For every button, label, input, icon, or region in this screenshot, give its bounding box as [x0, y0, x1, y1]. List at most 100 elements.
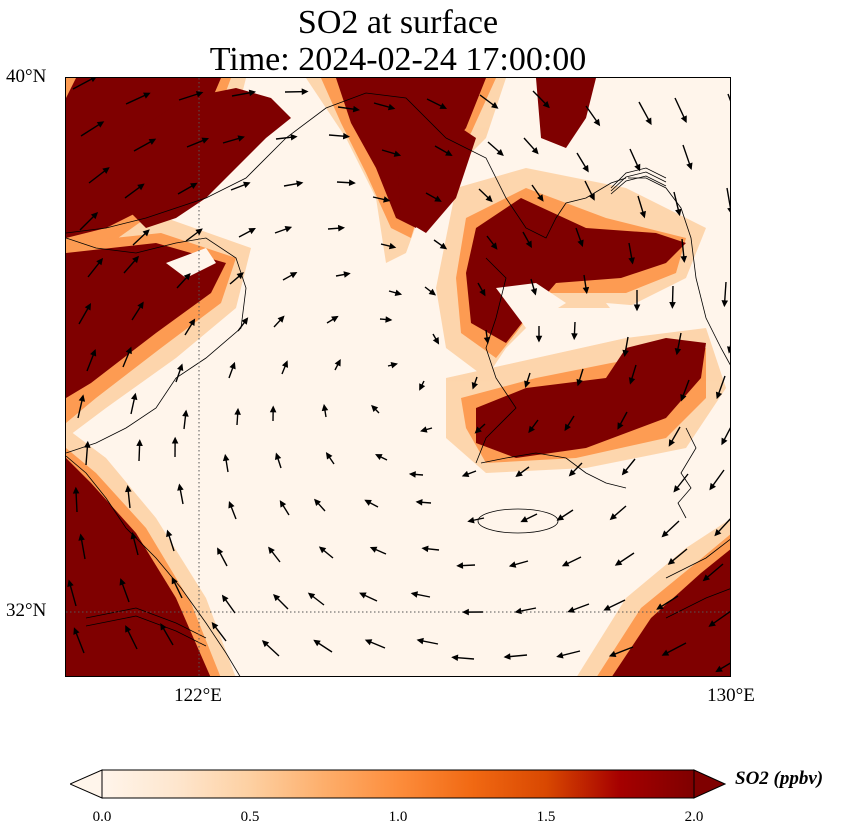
- wind-arrow-head: [410, 591, 419, 598]
- wind-arrow-head: [188, 318, 196, 326]
- wind-arrow-head: [445, 149, 453, 157]
- wind-arrow-head: [721, 300, 729, 308]
- wind-arrow-shaft: [726, 187, 730, 210]
- wind-arrow-head: [721, 437, 728, 446]
- lon-tick-122e: 122°E: [174, 685, 222, 706]
- wind-arrow-head: [211, 621, 219, 630]
- wind-arrow-head: [241, 317, 249, 325]
- wind-arrow-head: [78, 394, 86, 402]
- wind-arrow-head: [639, 210, 646, 219]
- wind-arrow-head: [195, 91, 204, 98]
- wind-arrow-head: [375, 454, 383, 461]
- wind-arrow-head: [568, 469, 576, 477]
- wind-arrow-head: [503, 653, 511, 660]
- wind-arrow-head: [415, 499, 423, 506]
- wind-arrow-head: [674, 347, 682, 356]
- wind-arrow-head: [160, 623, 167, 631]
- wind-arrow-head: [645, 117, 652, 126]
- wind-arrow-head: [325, 452, 333, 460]
- wind-arrow-head: [90, 212, 99, 220]
- so2-field-map: [66, 78, 730, 676]
- wind-arrow-head: [371, 404, 379, 413]
- wind-arrow-head: [234, 407, 241, 415]
- wind-arrow-head: [715, 665, 723, 673]
- colorbar-label: SO2 (ppbv): [735, 768, 824, 789]
- wind-arrow-head: [514, 607, 522, 615]
- wind-arrow-head: [388, 242, 397, 250]
- wind-arrow-head: [143, 92, 151, 99]
- wind-arrow-head: [119, 578, 126, 586]
- wind-arrow-head: [485, 195, 493, 203]
- wind-arrow-head: [617, 422, 624, 430]
- wind-arrow-head: [451, 654, 459, 662]
- wind-arrow-head: [439, 242, 448, 250]
- wind-arrow-head: [634, 163, 641, 172]
- wind-arrow-head: [281, 360, 289, 368]
- wind-arrow-head: [268, 546, 275, 554]
- wind-arrow-head: [621, 468, 629, 476]
- wind-arrow-head: [474, 426, 482, 434]
- wind-arrow-head: [78, 533, 85, 541]
- wind-arrow-head: [673, 485, 681, 493]
- wind-arrow-head: [364, 499, 372, 506]
- wind-arrow-head: [680, 393, 687, 402]
- wind-arrow-head: [337, 224, 346, 232]
- wind-arrow-head: [177, 363, 184, 371]
- wind-arrow-head: [622, 349, 629, 358]
- wind-arrow-head: [603, 604, 611, 611]
- wind-arrow-head: [84, 302, 92, 311]
- wind-arrow-head: [675, 208, 682, 217]
- wind-arrow-head: [567, 606, 575, 613]
- wind-arrow-head: [243, 181, 251, 188]
- wind-arrow-head: [491, 102, 499, 109]
- wind-arrow-head: [228, 501, 235, 509]
- wind-arrow-head: [137, 183, 145, 191]
- wind-arrow-head: [528, 425, 535, 434]
- wind-arrow-head: [416, 637, 424, 645]
- wind-arrow-head: [387, 103, 396, 111]
- wind-arrow-head: [686, 162, 693, 170]
- wind-arrow-head: [96, 121, 105, 128]
- wind-arrow-head: [352, 105, 360, 113]
- wind-arrow-head: [130, 392, 138, 401]
- wind-arrow-head: [125, 346, 132, 355]
- wind-arrow-head: [269, 405, 277, 413]
- wind-arrow-shaft: [727, 93, 730, 102]
- wind-arrow-head: [279, 500, 287, 508]
- wind-arrow-head: [166, 529, 173, 538]
- wind-arrow-head: [508, 561, 517, 568]
- wind-arrow-head: [571, 333, 578, 341]
- wind-arrow-head: [217, 547, 224, 555]
- wind-arrow-head: [359, 592, 367, 599]
- wind-arrow-head: [201, 137, 210, 144]
- wind-arrow-head: [393, 150, 402, 157]
- wind-arrow-head: [307, 592, 316, 600]
- wind-arrow-head: [125, 485, 132, 493]
- wind-arrow-head: [628, 377, 636, 385]
- colorbar-gradient: [101, 769, 695, 799]
- wind-arrow-head: [661, 530, 669, 538]
- lat-tick-40n: 40°N: [6, 66, 47, 87]
- wind-arrow-head: [556, 514, 565, 521]
- wind-arrow-head: [661, 649, 670, 656]
- lon-tick-130e: 130°E: [707, 685, 755, 706]
- map-panel: [65, 77, 731, 677]
- wind-arrow-head: [727, 346, 730, 354]
- wind-arrow-head: [420, 426, 428, 433]
- wind-arrow-head: [171, 436, 179, 444]
- wind-arrow-head: [90, 78, 96, 83]
- wind-arrow-head: [525, 240, 532, 249]
- wind-arrow-head: [296, 180, 304, 187]
- wind-arrow-head: [72, 486, 80, 494]
- wind-arrow-head: [136, 439, 143, 447]
- wind-arrow-head: [419, 383, 426, 391]
- wind-arrow-head: [342, 132, 350, 140]
- wind-arrow-head: [67, 579, 74, 587]
- wind-arrow-head: [496, 148, 504, 156]
- wind-arrow-head: [314, 498, 322, 507]
- gridlines: [66, 78, 730, 676]
- wind-arrow-head: [383, 196, 391, 203]
- wind-arrow-head: [432, 337, 440, 345]
- colorbar: [70, 769, 726, 799]
- wind-arrow-head: [471, 382, 478, 390]
